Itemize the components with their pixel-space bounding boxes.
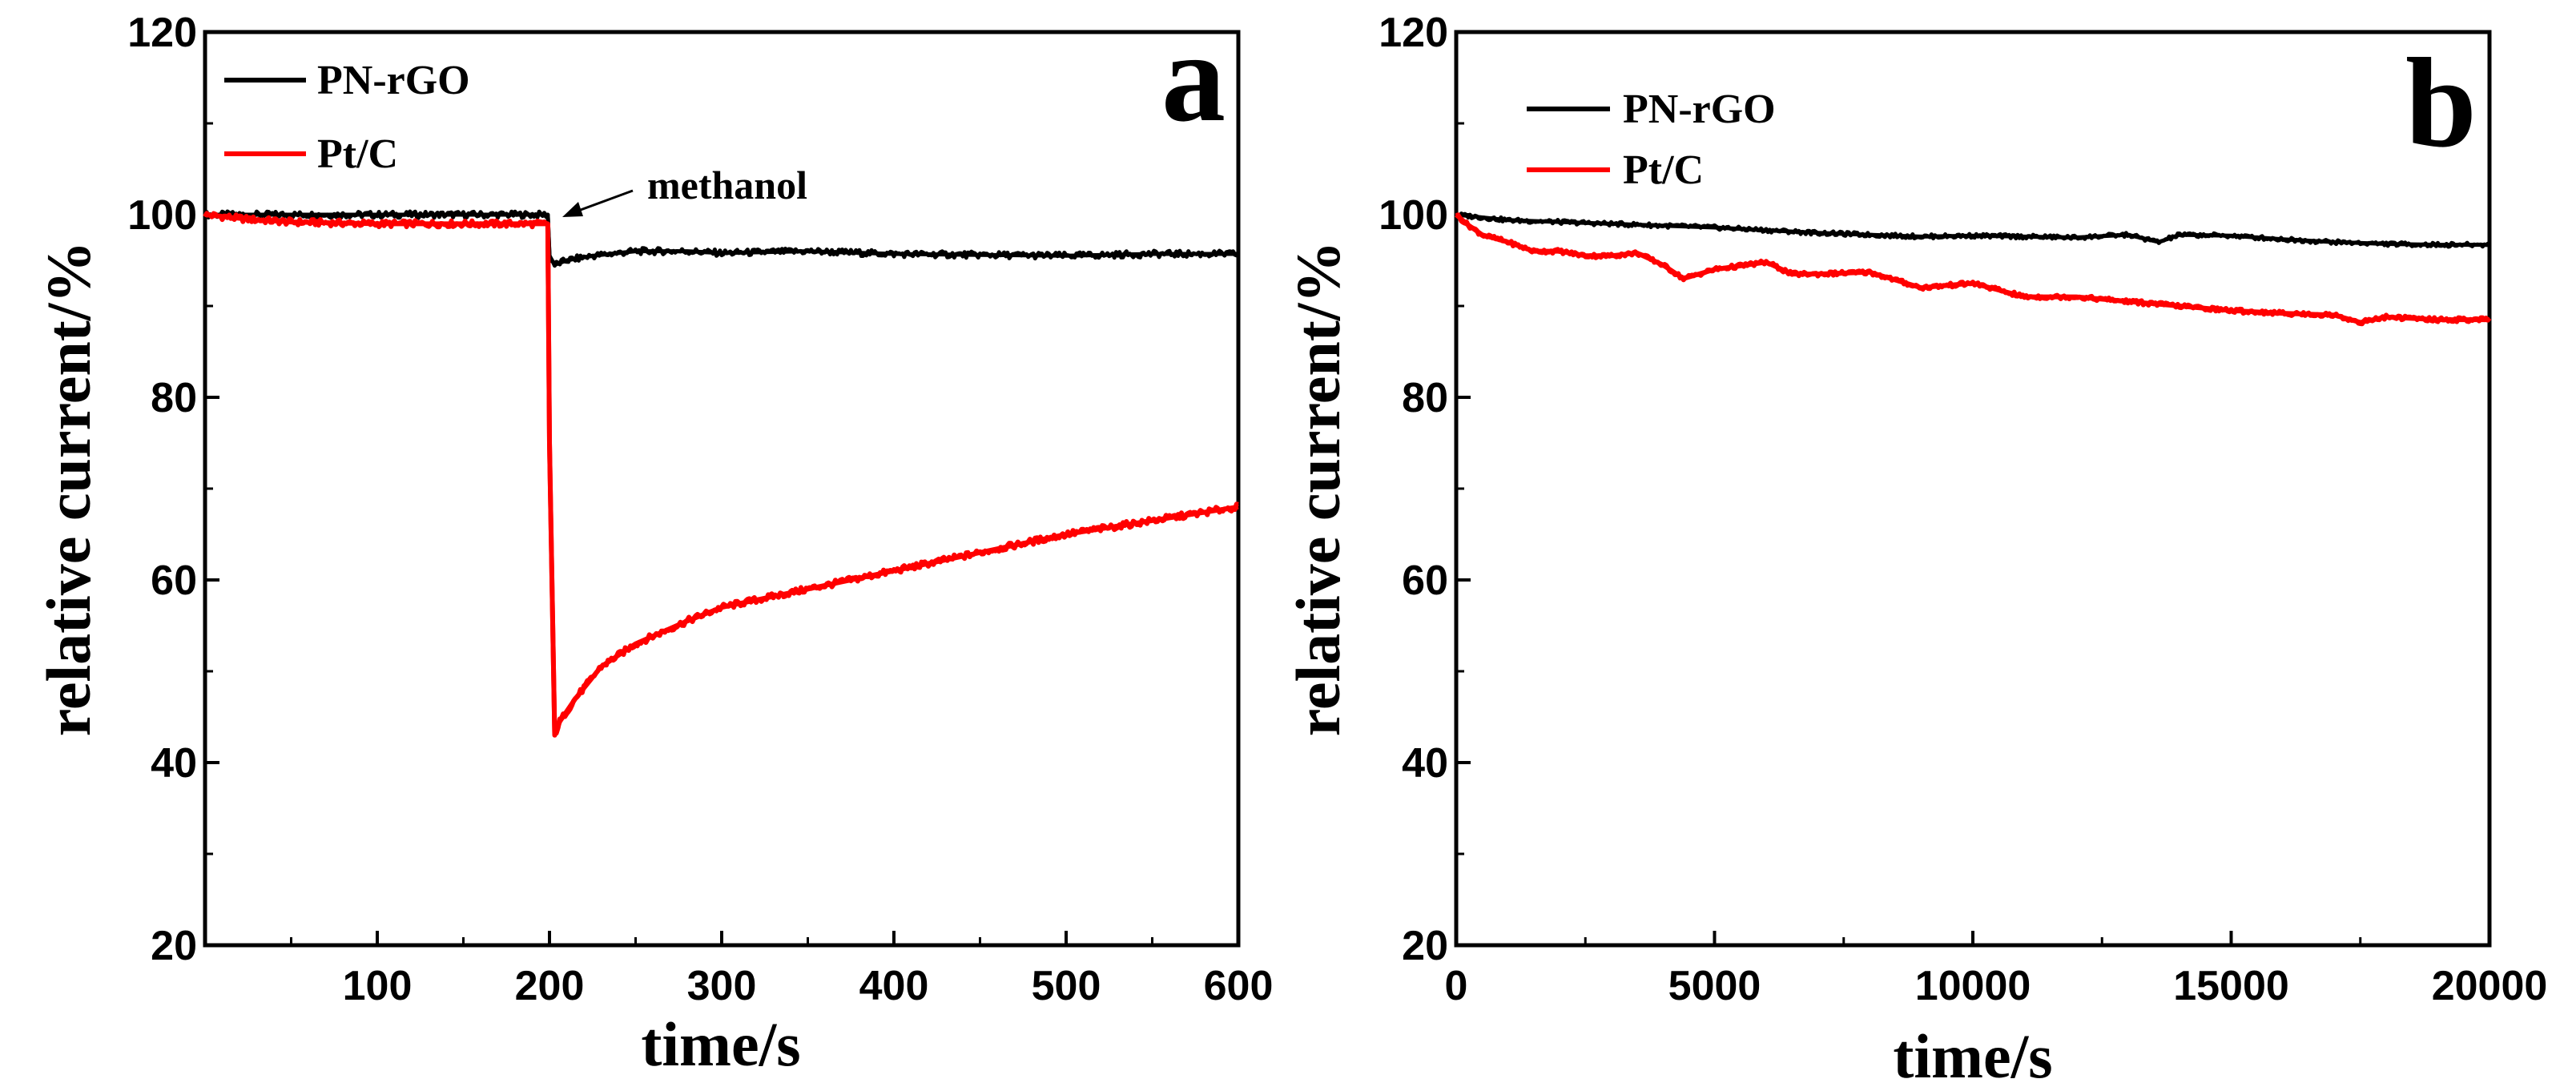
panel-b-x-axis-label: time/s bbox=[1893, 1021, 2052, 1091]
methanol-arrow-head bbox=[562, 202, 583, 217]
panel-a-y-axis-label: relative current/% bbox=[34, 241, 103, 737]
panel-b-series-pn-rgo-keypoints bbox=[1455, 212, 2489, 248]
legend-a-pn-rgo-label: PN-rGO bbox=[317, 58, 470, 103]
panel-b-ytick-label: 120 bbox=[1379, 10, 1448, 56]
legend-b-ptc-label: Pt/C bbox=[1623, 147, 1704, 193]
legend-b-pn-rgo-label: PN-rGO bbox=[1623, 87, 1776, 132]
panel-b-letter: b bbox=[2405, 31, 2477, 174]
panel-a-series-pn-rgo-keypoints bbox=[205, 212, 1238, 268]
panel-b-legend: PN-rGO Pt/C bbox=[1527, 87, 1776, 193]
panel-a-ytick-label: 60 bbox=[151, 558, 197, 604]
panel-a-ytick-label: 80 bbox=[151, 375, 197, 421]
panel-b: 0 5000 10000 15000 20000 20 40 60 80 100 120 b PN-… bbox=[1283, 10, 2547, 1091]
panel-a-ytick-label: 120 bbox=[127, 10, 197, 56]
panel-a-x-axis-label: time/s bbox=[641, 1009, 800, 1079]
panel-b-ytick-label: 20 bbox=[1402, 923, 1448, 969]
legend-a-ptc-label: Pt/C bbox=[317, 131, 398, 177]
panel-b-xtick-label: 0 bbox=[1445, 963, 1468, 1009]
panel-a-letter: a bbox=[1161, 6, 1226, 148]
panel-a-xtick-label: 100 bbox=[343, 963, 413, 1009]
panel-b-ytick-label: 60 bbox=[1402, 558, 1448, 604]
panel-b-y-axis-label: relative current/% bbox=[1283, 241, 1353, 737]
panel-a-xtick-label: 500 bbox=[1032, 963, 1101, 1009]
panel-a-ytick-label: 40 bbox=[151, 740, 197, 787]
panel-a-series-pt-c-keypoints bbox=[204, 212, 1239, 738]
methanol-arrow-shaft bbox=[571, 189, 634, 215]
panel-a-ytick-label: 20 bbox=[151, 923, 197, 969]
panel-a: 100 200 300 400 500 600 20 40 60 80 100 120 a PN-rG… bbox=[34, 6, 1273, 1079]
panel-b-xtick-label: 15000 bbox=[2173, 963, 2289, 1009]
panel-a-xtick-label: 600 bbox=[1204, 963, 1274, 1009]
panel-b-frame bbox=[1454, 30, 2492, 948]
methanol-annotation: methanol bbox=[562, 163, 807, 217]
panel-a-ytick-label: 100 bbox=[127, 192, 197, 239]
panel-b-ytick-label: 40 bbox=[1402, 740, 1448, 787]
panel-b-series-pt-c-keypoints bbox=[1455, 212, 2489, 325]
panel-b-xtick-label: 5000 bbox=[1668, 963, 1761, 1009]
panel-a-xtick-label: 400 bbox=[859, 963, 929, 1009]
panel-a-legend: PN-rGO Pt/C bbox=[224, 58, 470, 177]
panel-a-series-pn-rgo bbox=[203, 209, 1241, 268]
panel-b-xtick-label: 20000 bbox=[2432, 963, 2548, 1009]
panel-b-ytick-label: 80 bbox=[1402, 375, 1448, 421]
panel-a-series-pt-c bbox=[203, 211, 1239, 737]
methanol-label: methanol bbox=[647, 163, 807, 207]
panel-a-xtick-label: 300 bbox=[687, 963, 757, 1009]
panel-a-series bbox=[203, 209, 1241, 738]
panel-b-series bbox=[1455, 211, 2492, 327]
panel-b-series-pt-c bbox=[1455, 212, 2492, 327]
panel-b-ytick-label: 100 bbox=[1379, 192, 1448, 239]
panel-b-xtick-label: 10000 bbox=[1915, 963, 2031, 1009]
panel-a-xtick-label: 200 bbox=[515, 963, 585, 1009]
panel-b-ticks: 0 5000 10000 15000 20000 20 40 60 80 100 120 bbox=[1379, 10, 2547, 1009]
panel-a-ticks: 100 200 300 400 500 600 20 40 60 80 100 120 bbox=[127, 10, 1273, 1009]
